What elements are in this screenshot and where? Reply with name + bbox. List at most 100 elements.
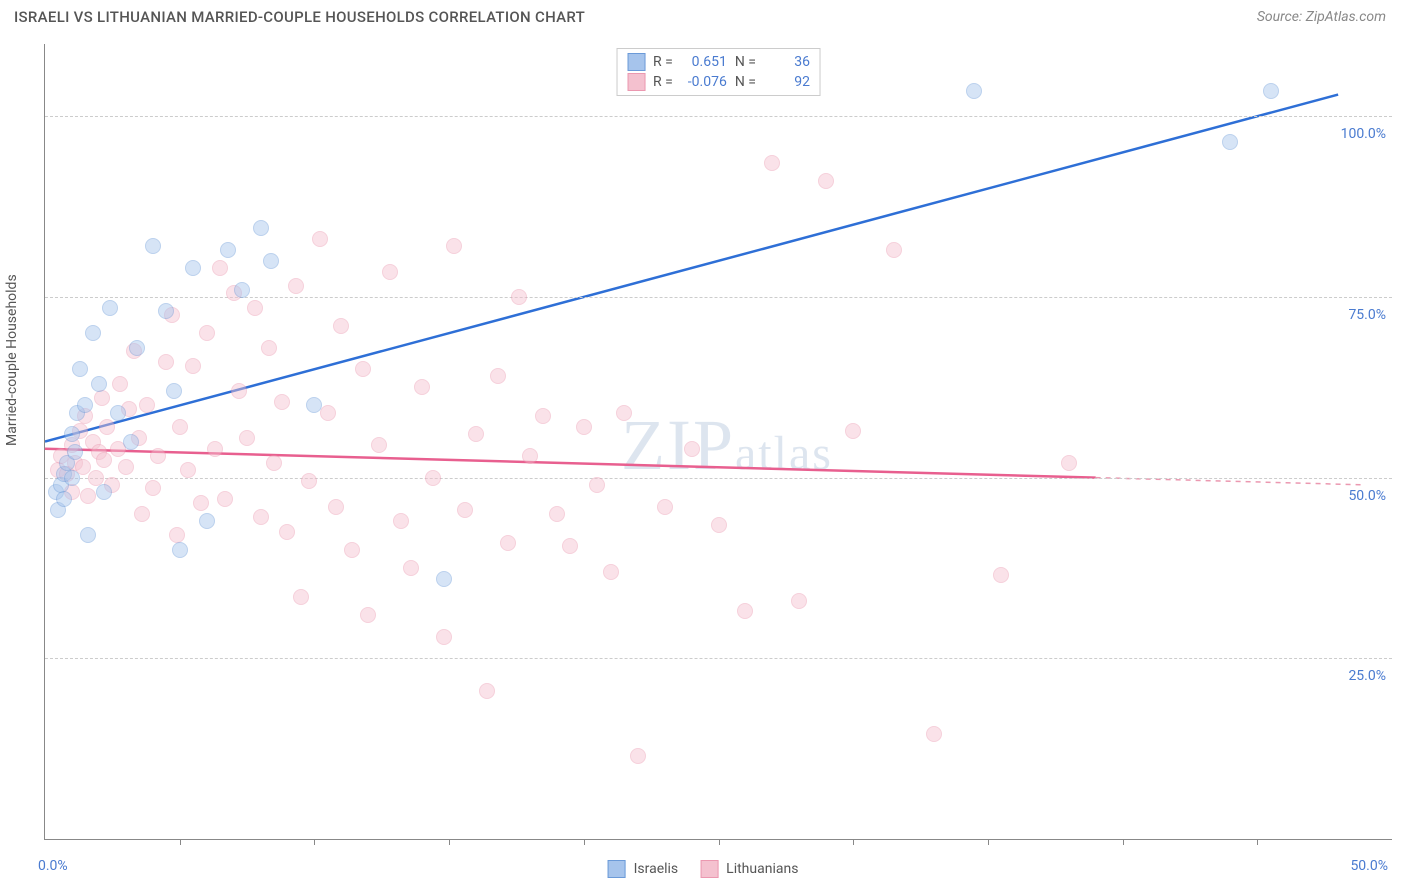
- point-israelis: [123, 434, 139, 450]
- point-lithuanians: [344, 542, 360, 558]
- point-lithuanians: [145, 480, 161, 496]
- point-israelis: [1263, 83, 1279, 99]
- point-israelis: [96, 484, 112, 500]
- x-tick: [314, 839, 315, 845]
- swatch-lithuanians-bottom: [700, 860, 718, 878]
- point-lithuanians: [328, 499, 344, 515]
- point-israelis: [263, 253, 279, 269]
- point-israelis: [158, 303, 174, 319]
- point-lithuanians: [818, 173, 834, 189]
- point-israelis: [1222, 134, 1238, 150]
- point-lithuanians: [199, 325, 215, 341]
- point-lithuanians: [993, 567, 1009, 583]
- point-lithuanians: [231, 383, 247, 399]
- point-lithuanians: [301, 473, 317, 489]
- point-israelis: [129, 340, 145, 356]
- swatch-israelis-bottom: [608, 860, 626, 878]
- x-tick: [1123, 839, 1124, 845]
- point-lithuanians: [425, 470, 441, 486]
- point-lithuanians: [511, 289, 527, 305]
- point-lithuanians: [711, 517, 727, 533]
- point-lithuanians: [1061, 455, 1077, 471]
- point-israelis: [253, 220, 269, 236]
- gridline: [45, 116, 1392, 117]
- point-israelis: [64, 470, 80, 486]
- x-tick: [449, 839, 450, 845]
- point-lithuanians: [616, 405, 632, 421]
- point-israelis: [77, 397, 93, 413]
- point-lithuanians: [457, 502, 473, 518]
- x-tick: [988, 839, 989, 845]
- x-tick: [853, 839, 854, 845]
- point-israelis: [72, 361, 88, 377]
- y-tick-label: 75.0%: [1348, 307, 1394, 323]
- point-lithuanians: [193, 495, 209, 511]
- y-tick-label: 100.0%: [1341, 126, 1394, 142]
- chart-title: ISRAELI VS LITHUANIAN MARRIED-COUPLE HOU…: [14, 8, 585, 26]
- swatch-lithuanians: [627, 73, 645, 91]
- point-lithuanians: [212, 260, 228, 276]
- y-tick-label: 25.0%: [1348, 668, 1394, 684]
- point-lithuanians: [274, 394, 290, 410]
- point-lithuanians: [99, 419, 115, 435]
- point-israelis: [966, 83, 982, 99]
- point-lithuanians: [247, 300, 263, 316]
- point-lithuanians: [360, 607, 376, 623]
- point-lithuanians: [522, 448, 538, 464]
- point-israelis: [110, 405, 126, 421]
- point-lithuanians: [172, 419, 188, 435]
- point-israelis: [64, 426, 80, 442]
- point-lithuanians: [217, 491, 233, 507]
- point-lithuanians: [684, 441, 700, 457]
- point-lithuanians: [535, 408, 551, 424]
- point-lithuanians: [239, 430, 255, 446]
- legend-row-israelis: R = 0.651 N = 36: [627, 53, 810, 71]
- point-lithuanians: [414, 379, 430, 395]
- point-lithuanians: [657, 499, 673, 515]
- point-lithuanians: [500, 535, 516, 551]
- point-israelis: [234, 282, 250, 298]
- point-israelis: [85, 325, 101, 341]
- point-lithuanians: [446, 238, 462, 254]
- legend-item-israelis: Israelis: [608, 860, 679, 878]
- x-tick: [1257, 839, 1258, 845]
- point-israelis: [436, 571, 452, 587]
- point-lithuanians: [96, 452, 112, 468]
- point-lithuanians: [169, 527, 185, 543]
- swatch-israelis: [627, 53, 645, 71]
- point-lithuanians: [279, 524, 295, 540]
- point-lithuanians: [261, 340, 277, 356]
- series-legend: Israelis Lithuanians: [608, 860, 799, 878]
- point-israelis: [220, 242, 236, 258]
- point-lithuanians: [589, 477, 605, 493]
- point-israelis: [80, 527, 96, 543]
- scatter-chart: ZIPatlas R = 0.651 N = 36 R = -0.076 N =…: [44, 44, 1392, 840]
- point-lithuanians: [549, 506, 565, 522]
- point-lithuanians: [94, 390, 110, 406]
- point-lithuanians: [333, 318, 349, 334]
- point-lithuanians: [88, 470, 104, 486]
- point-israelis: [67, 444, 83, 460]
- point-israelis: [166, 383, 182, 399]
- x-tick: [180, 839, 181, 845]
- point-lithuanians: [371, 437, 387, 453]
- point-israelis: [91, 376, 107, 392]
- point-lithuanians: [312, 231, 328, 247]
- y-axis-label: Married-couple Households: [4, 274, 20, 446]
- point-israelis: [185, 260, 201, 276]
- point-lithuanians: [134, 506, 150, 522]
- legend-row-lithuanians: R = -0.076 N = 92: [627, 73, 810, 91]
- point-lithuanians: [266, 455, 282, 471]
- point-lithuanians: [112, 376, 128, 392]
- legend-item-lithuanians: Lithuanians: [700, 860, 798, 878]
- gridline: [45, 297, 1392, 298]
- point-lithuanians: [926, 726, 942, 742]
- point-lithuanians: [845, 423, 861, 439]
- point-lithuanians: [288, 278, 304, 294]
- correlation-legend: R = 0.651 N = 36 R = -0.076 N = 92: [616, 48, 821, 96]
- point-lithuanians: [150, 448, 166, 464]
- point-lithuanians: [355, 361, 371, 377]
- point-lithuanians: [293, 589, 309, 605]
- point-israelis: [102, 300, 118, 316]
- point-lithuanians: [562, 538, 578, 554]
